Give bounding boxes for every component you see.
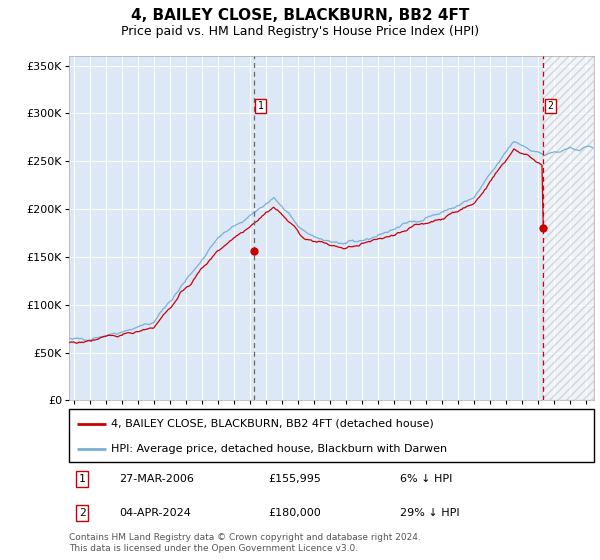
Text: 4, BAILEY CLOSE, BLACKBURN, BB2 4FT: 4, BAILEY CLOSE, BLACKBURN, BB2 4FT bbox=[131, 8, 469, 24]
Text: 4, BAILEY CLOSE, BLACKBURN, BB2 4FT (detached house): 4, BAILEY CLOSE, BLACKBURN, BB2 4FT (det… bbox=[111, 419, 434, 429]
FancyBboxPatch shape bbox=[69, 409, 594, 462]
Text: 1: 1 bbox=[257, 101, 263, 111]
Text: 27-MAR-2006: 27-MAR-2006 bbox=[119, 474, 194, 484]
Bar bbox=[543, 56, 594, 400]
Text: 6% ↓ HPI: 6% ↓ HPI bbox=[400, 474, 452, 484]
Text: £180,000: £180,000 bbox=[269, 508, 321, 518]
Text: £155,995: £155,995 bbox=[269, 474, 322, 484]
Text: 1: 1 bbox=[79, 474, 86, 484]
Text: 29% ↓ HPI: 29% ↓ HPI bbox=[400, 508, 460, 518]
Text: 2: 2 bbox=[79, 508, 86, 518]
Text: 2: 2 bbox=[547, 101, 553, 111]
Text: 04-APR-2024: 04-APR-2024 bbox=[119, 508, 191, 518]
Text: Price paid vs. HM Land Registry's House Price Index (HPI): Price paid vs. HM Land Registry's House … bbox=[121, 25, 479, 38]
Text: HPI: Average price, detached house, Blackburn with Darwen: HPI: Average price, detached house, Blac… bbox=[111, 444, 447, 454]
Text: Contains HM Land Registry data © Crown copyright and database right 2024.
This d: Contains HM Land Registry data © Crown c… bbox=[69, 533, 421, 553]
